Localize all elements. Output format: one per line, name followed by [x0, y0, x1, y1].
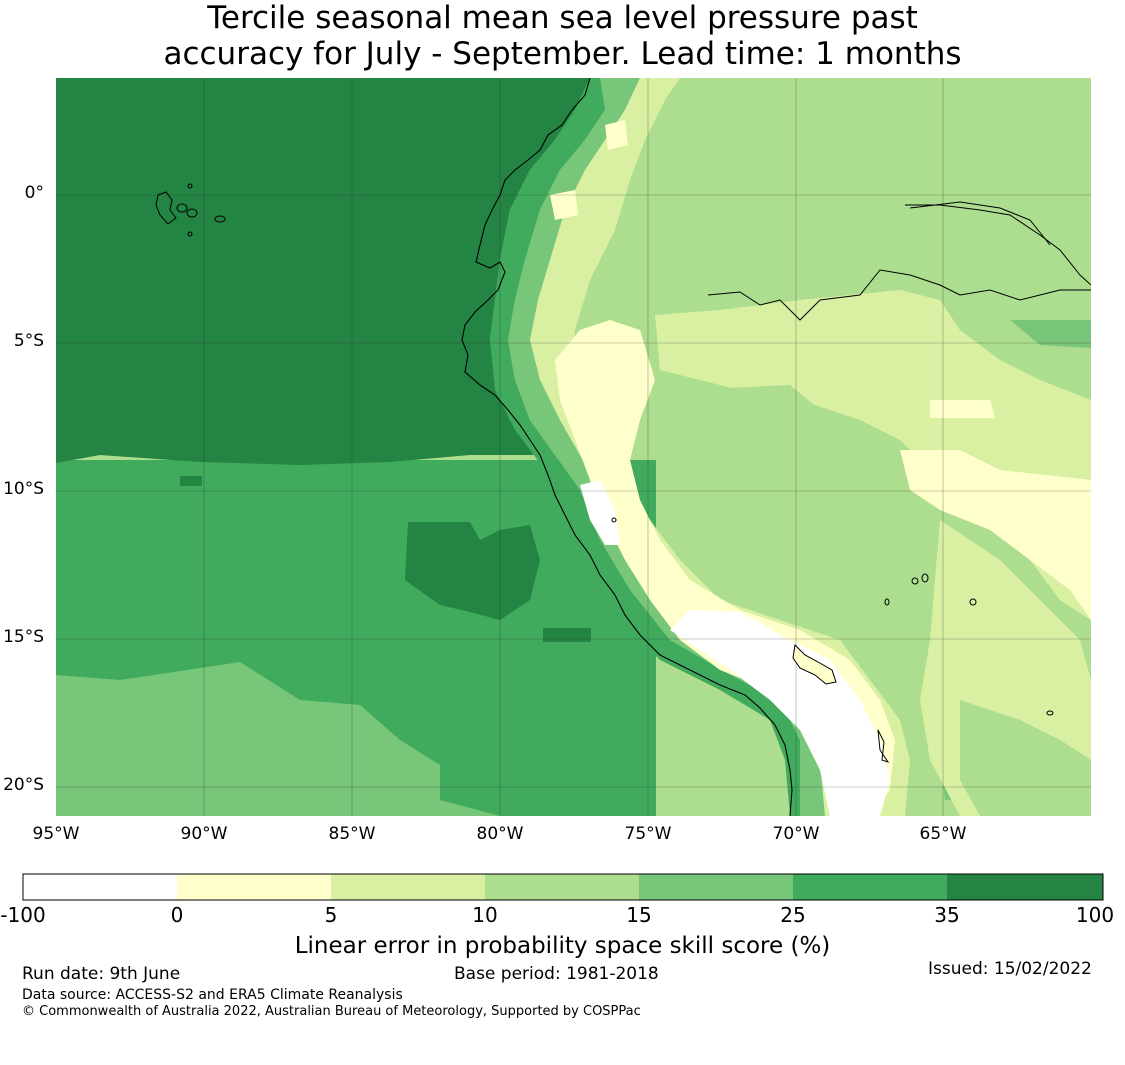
river-north [905, 204, 1091, 286]
field-white-patch [670, 610, 890, 816]
colorbar-segment-2 [177, 874, 331, 900]
field-patch-2 [543, 628, 591, 642]
lat-label-15s: 15°S [3, 627, 44, 647]
field-east-yellow [900, 450, 1091, 620]
colorbar-tick-5: 15 [626, 903, 652, 927]
colorbar-outline [22, 873, 1104, 901]
copyright: © Commonwealth of Australia 2022, Austra… [22, 1004, 641, 1019]
gridlines [56, 78, 1091, 816]
lon-label-95w: 95°W [32, 824, 80, 844]
lat-label-10s: 10°S [3, 479, 44, 499]
colorbar [22, 873, 1104, 901]
field-east-pale [655, 290, 1091, 620]
title-line-1: Tercile seasonal mean sea level pressure… [207, 0, 918, 36]
field-patch-3 [180, 476, 202, 486]
galapagos-islands [155, 183, 226, 237]
lon-label-65w: 65°W [919, 824, 967, 844]
field-coast-light [508, 78, 825, 816]
field-yellow-patch-1 [550, 190, 578, 220]
field-white-patch-2 [580, 480, 620, 545]
map-title: Tercile seasonal mean sea level pressure… [0, 0, 1125, 72]
river-amazon [707, 269, 1091, 321]
lat-label-0: 0° [24, 183, 44, 203]
field-interior-light [680, 385, 830, 580]
lat-label-5s: 5°S [13, 331, 44, 351]
colorbar-tick-1: -100 [0, 903, 46, 927]
colorbar-segment-7 [947, 874, 1103, 900]
field-east-medium [1010, 320, 1091, 348]
colorbar-tick-7: 35 [934, 903, 960, 927]
field-ocean-southwest [56, 662, 500, 816]
field-ocean-north [56, 78, 590, 465]
field-patch-1 [405, 522, 540, 620]
run-date: Run date: 9th June [22, 964, 181, 984]
colorbar-segment-5 [639, 874, 793, 900]
colorbar-tick-8: 100 [1075, 903, 1115, 927]
small-lakes [611, 517, 1054, 716]
field-east-yellow-2 [930, 400, 995, 418]
lon-label-75w: 75°W [624, 824, 672, 844]
colorbar-tick-4: 10 [472, 903, 498, 927]
colorbar-tick-3: 5 [324, 903, 338, 927]
lon-label-90w: 90°W [180, 824, 228, 844]
lon-label-70w: 70°W [772, 824, 820, 844]
colorbar-label: Linear error in probability space skill … [294, 933, 831, 959]
data-source: Data source: ACCESS-S2 and ERA5 Climate … [22, 987, 403, 1003]
colorbar-segment-4 [485, 874, 639, 900]
lake-poopo [877, 729, 890, 763]
colorbar-tick-6: 25 [780, 903, 806, 927]
lake-titicaca [792, 643, 837, 685]
issued-date: Issued: 15/02/2022 [928, 959, 1092, 979]
colorbar-segment-3 [331, 874, 485, 900]
river-north-2 [909, 201, 1051, 246]
lon-label-80w: 80°W [476, 824, 524, 844]
base-period: Base period: 1981-2018 [454, 964, 659, 984]
colorbar-segment-1 [23, 874, 177, 900]
colorbar-tick-2: 0 [170, 903, 184, 927]
colorbar-segment-6 [793, 874, 947, 900]
map-field [56, 78, 1091, 816]
title-line-2: accuracy for July - September. Lead time… [163, 36, 962, 72]
field-yellow-patch-2 [605, 120, 628, 150]
lon-label-85w: 85°W [328, 824, 376, 844]
lat-label-20s: 20°S [3, 775, 44, 795]
coastline [461, 78, 793, 816]
